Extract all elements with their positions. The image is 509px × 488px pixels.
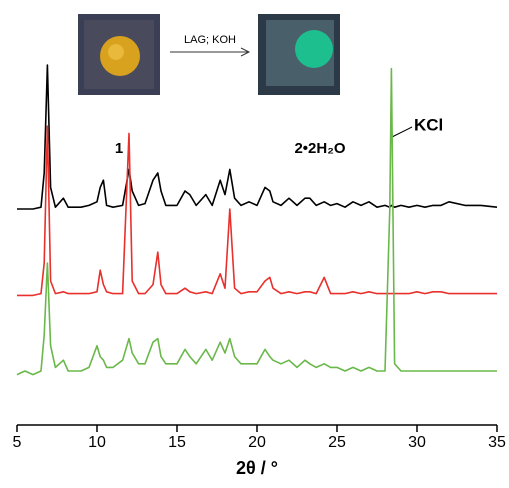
x-tick-label: 10 (88, 434, 106, 451)
annotation: KCl (414, 115, 443, 134)
chart: LAG; KOH 1 2•2H₂O KCl 2θ / ° 5 10 15 20 25 30… (0, 0, 509, 488)
x-tick-label: 25 (328, 434, 346, 451)
x-axis-title: 2θ / ° (236, 458, 278, 478)
photo-reactant (78, 14, 160, 95)
x-tick-label: 35 (488, 434, 506, 451)
x-tick-label: 15 (168, 434, 186, 451)
pattern-line (17, 126, 497, 295)
x-tick-label: 5 (13, 434, 22, 451)
reactant-label: 1 (115, 140, 123, 157)
x-tick-label: 20 (248, 434, 266, 451)
reagent: LAG; KOH (184, 34, 236, 46)
product-label: 2•2H₂O (294, 140, 345, 157)
photo-product (258, 14, 340, 95)
annotation-leader (392, 127, 412, 137)
x-tick-label: 30 (408, 434, 426, 451)
